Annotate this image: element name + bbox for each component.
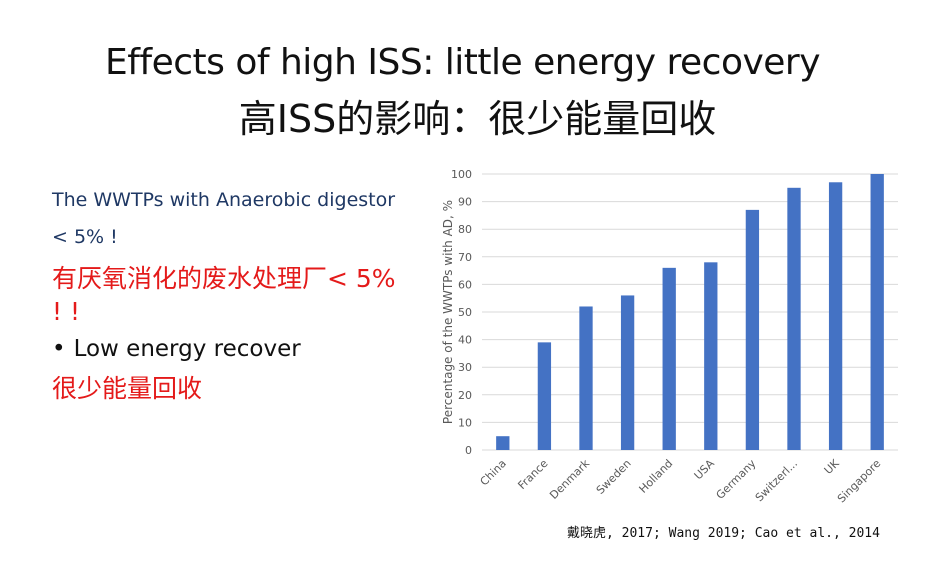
y-tick-label: 90 [458, 196, 472, 209]
bar-holland [662, 267, 676, 450]
chart-bars [496, 174, 884, 451]
y-tick-label: 40 [458, 334, 472, 347]
x-tick-label: Switzerl... [753, 457, 800, 504]
y-tick-labels: 0 10 20 30 40 50 60 70 80 90 100 [451, 168, 472, 457]
bullet-icon: • [52, 336, 66, 362]
bar-sweden [620, 295, 635, 450]
bar-uk [828, 182, 843, 450]
x-tick-label: France [515, 457, 550, 492]
chart-gridlines [482, 173, 898, 451]
x-tick-label: Sweden [594, 457, 634, 497]
bar-china [496, 436, 510, 450]
bullet-item: • Low energy recover [52, 336, 301, 362]
x-tick-label: USA [692, 457, 718, 483]
x-tick-label: UK [822, 456, 843, 477]
bullet-text: Low energy recover [73, 336, 301, 362]
x-tick-label: Singapore [835, 457, 884, 506]
y-tick-label: 0 [465, 444, 472, 457]
citation: 戴晓虎, 2017; Wang 2019; Cao et al., 2014 [567, 526, 880, 541]
y-tick-label: 10 [458, 416, 472, 429]
y-tick-label: 80 [458, 223, 472, 236]
y-tick-label: 50 [458, 306, 472, 319]
y-tick-label: 100 [451, 168, 472, 181]
x-tick-label: Holland [637, 457, 676, 496]
slide-title-english: Effects of high ISS: little energy recov… [104, 42, 821, 83]
bar-denmark [579, 306, 593, 450]
bar-france [537, 342, 552, 450]
bar-germany [745, 209, 760, 450]
y-tick-label: 20 [458, 389, 472, 402]
x-tick-label: China [478, 457, 509, 488]
statement-chinese: 有厌氧消化的废水处理厂< 5% ! ! [52, 264, 396, 326]
x-tick-label: Denmark [547, 456, 592, 501]
statement-english: The WWTPs with Anaerobic digestor [52, 189, 396, 211]
slide-title-chinese: 高ISS的影响：很少能量回收 [238, 97, 717, 141]
bar-singapore [870, 174, 884, 450]
bar-switzerl [787, 187, 801, 451]
statement-english-value: < 5% ! [52, 226, 118, 248]
y-tick-label: 60 [458, 278, 472, 291]
y-axis-label: Percentage of the WWTPs with AD, % [441, 200, 455, 424]
y-tick-label: 30 [458, 361, 472, 374]
y-tick-label: 70 [458, 251, 472, 264]
bullet-item-chinese: 很少能量回收 [52, 374, 203, 403]
bar-usa [704, 262, 718, 450]
bar-chart: 0 10 20 30 40 50 60 70 80 90 100 China FranceDenmar… [441, 168, 898, 505]
